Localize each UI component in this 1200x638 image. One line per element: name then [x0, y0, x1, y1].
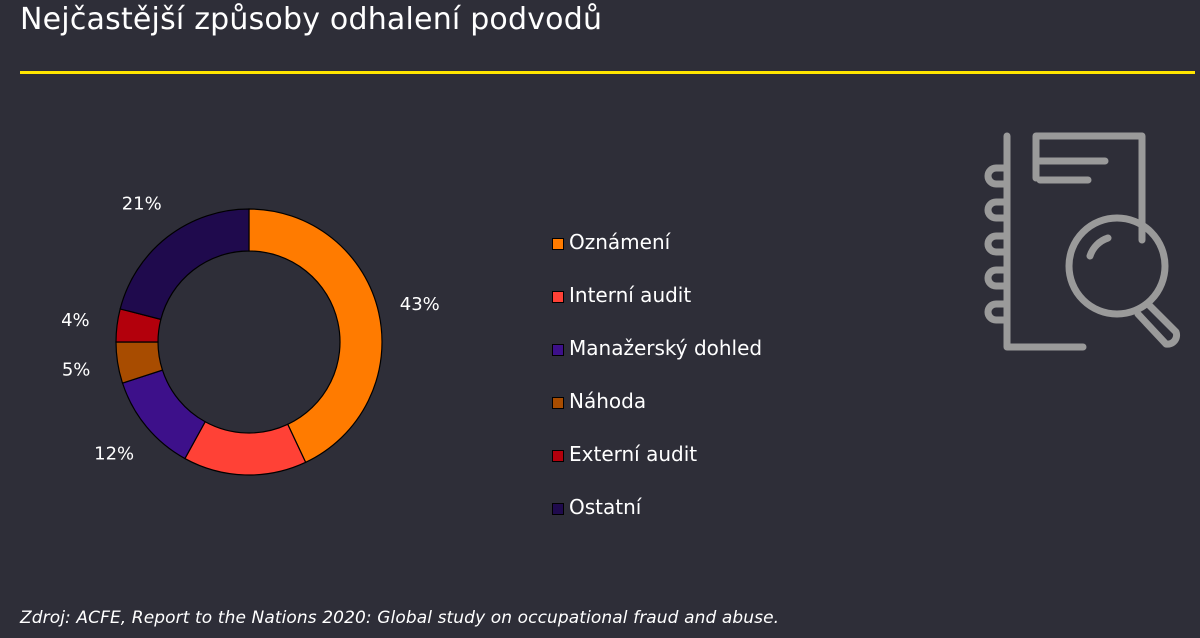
percent-label-5: 21%	[122, 194, 162, 215]
donut-chart: 43% 15% 12% 5% 4% 21%	[61, 194, 440, 510]
donut-slice-5	[119, 208, 250, 321]
legend-swatch	[552, 450, 564, 462]
legend-label: Náhoda	[569, 389, 647, 413]
percent-label-1: 15%	[223, 507, 263, 510]
legend-swatch	[552, 291, 564, 303]
donut-slice-2	[121, 369, 206, 460]
legend-label: Manažerský dohled	[569, 336, 763, 360]
legend-swatch	[552, 238, 564, 250]
percent-label-4: 4%	[61, 310, 90, 331]
legend-label: Externí audit	[569, 442, 698, 466]
legend-swatch	[552, 503, 564, 515]
source-note: Zdroj: ACFE, Report to the Nations 2020:…	[20, 608, 780, 628]
percent-label-2: 12%	[94, 444, 134, 465]
legend-label: Oznámení	[569, 230, 671, 254]
document-search-icon	[984, 132, 1181, 351]
donut-slice-1	[184, 420, 307, 476]
donut-slices	[115, 208, 383, 476]
legend-label: Interní audit	[569, 283, 692, 307]
chart-title: Nejčastější způsoby odhalení podvodů	[20, 2, 603, 37]
percent-labels: 43% 15% 12% 5% 4% 21%	[61, 194, 440, 510]
percent-label-0: 43%	[400, 294, 440, 315]
percent-label-3: 5%	[62, 359, 91, 380]
legend-swatch	[552, 344, 564, 356]
legend-swatch	[552, 397, 564, 409]
donut-slice-0	[248, 208, 383, 464]
legend-label: Ostatní	[569, 495, 642, 519]
title-divider	[20, 71, 1195, 74]
